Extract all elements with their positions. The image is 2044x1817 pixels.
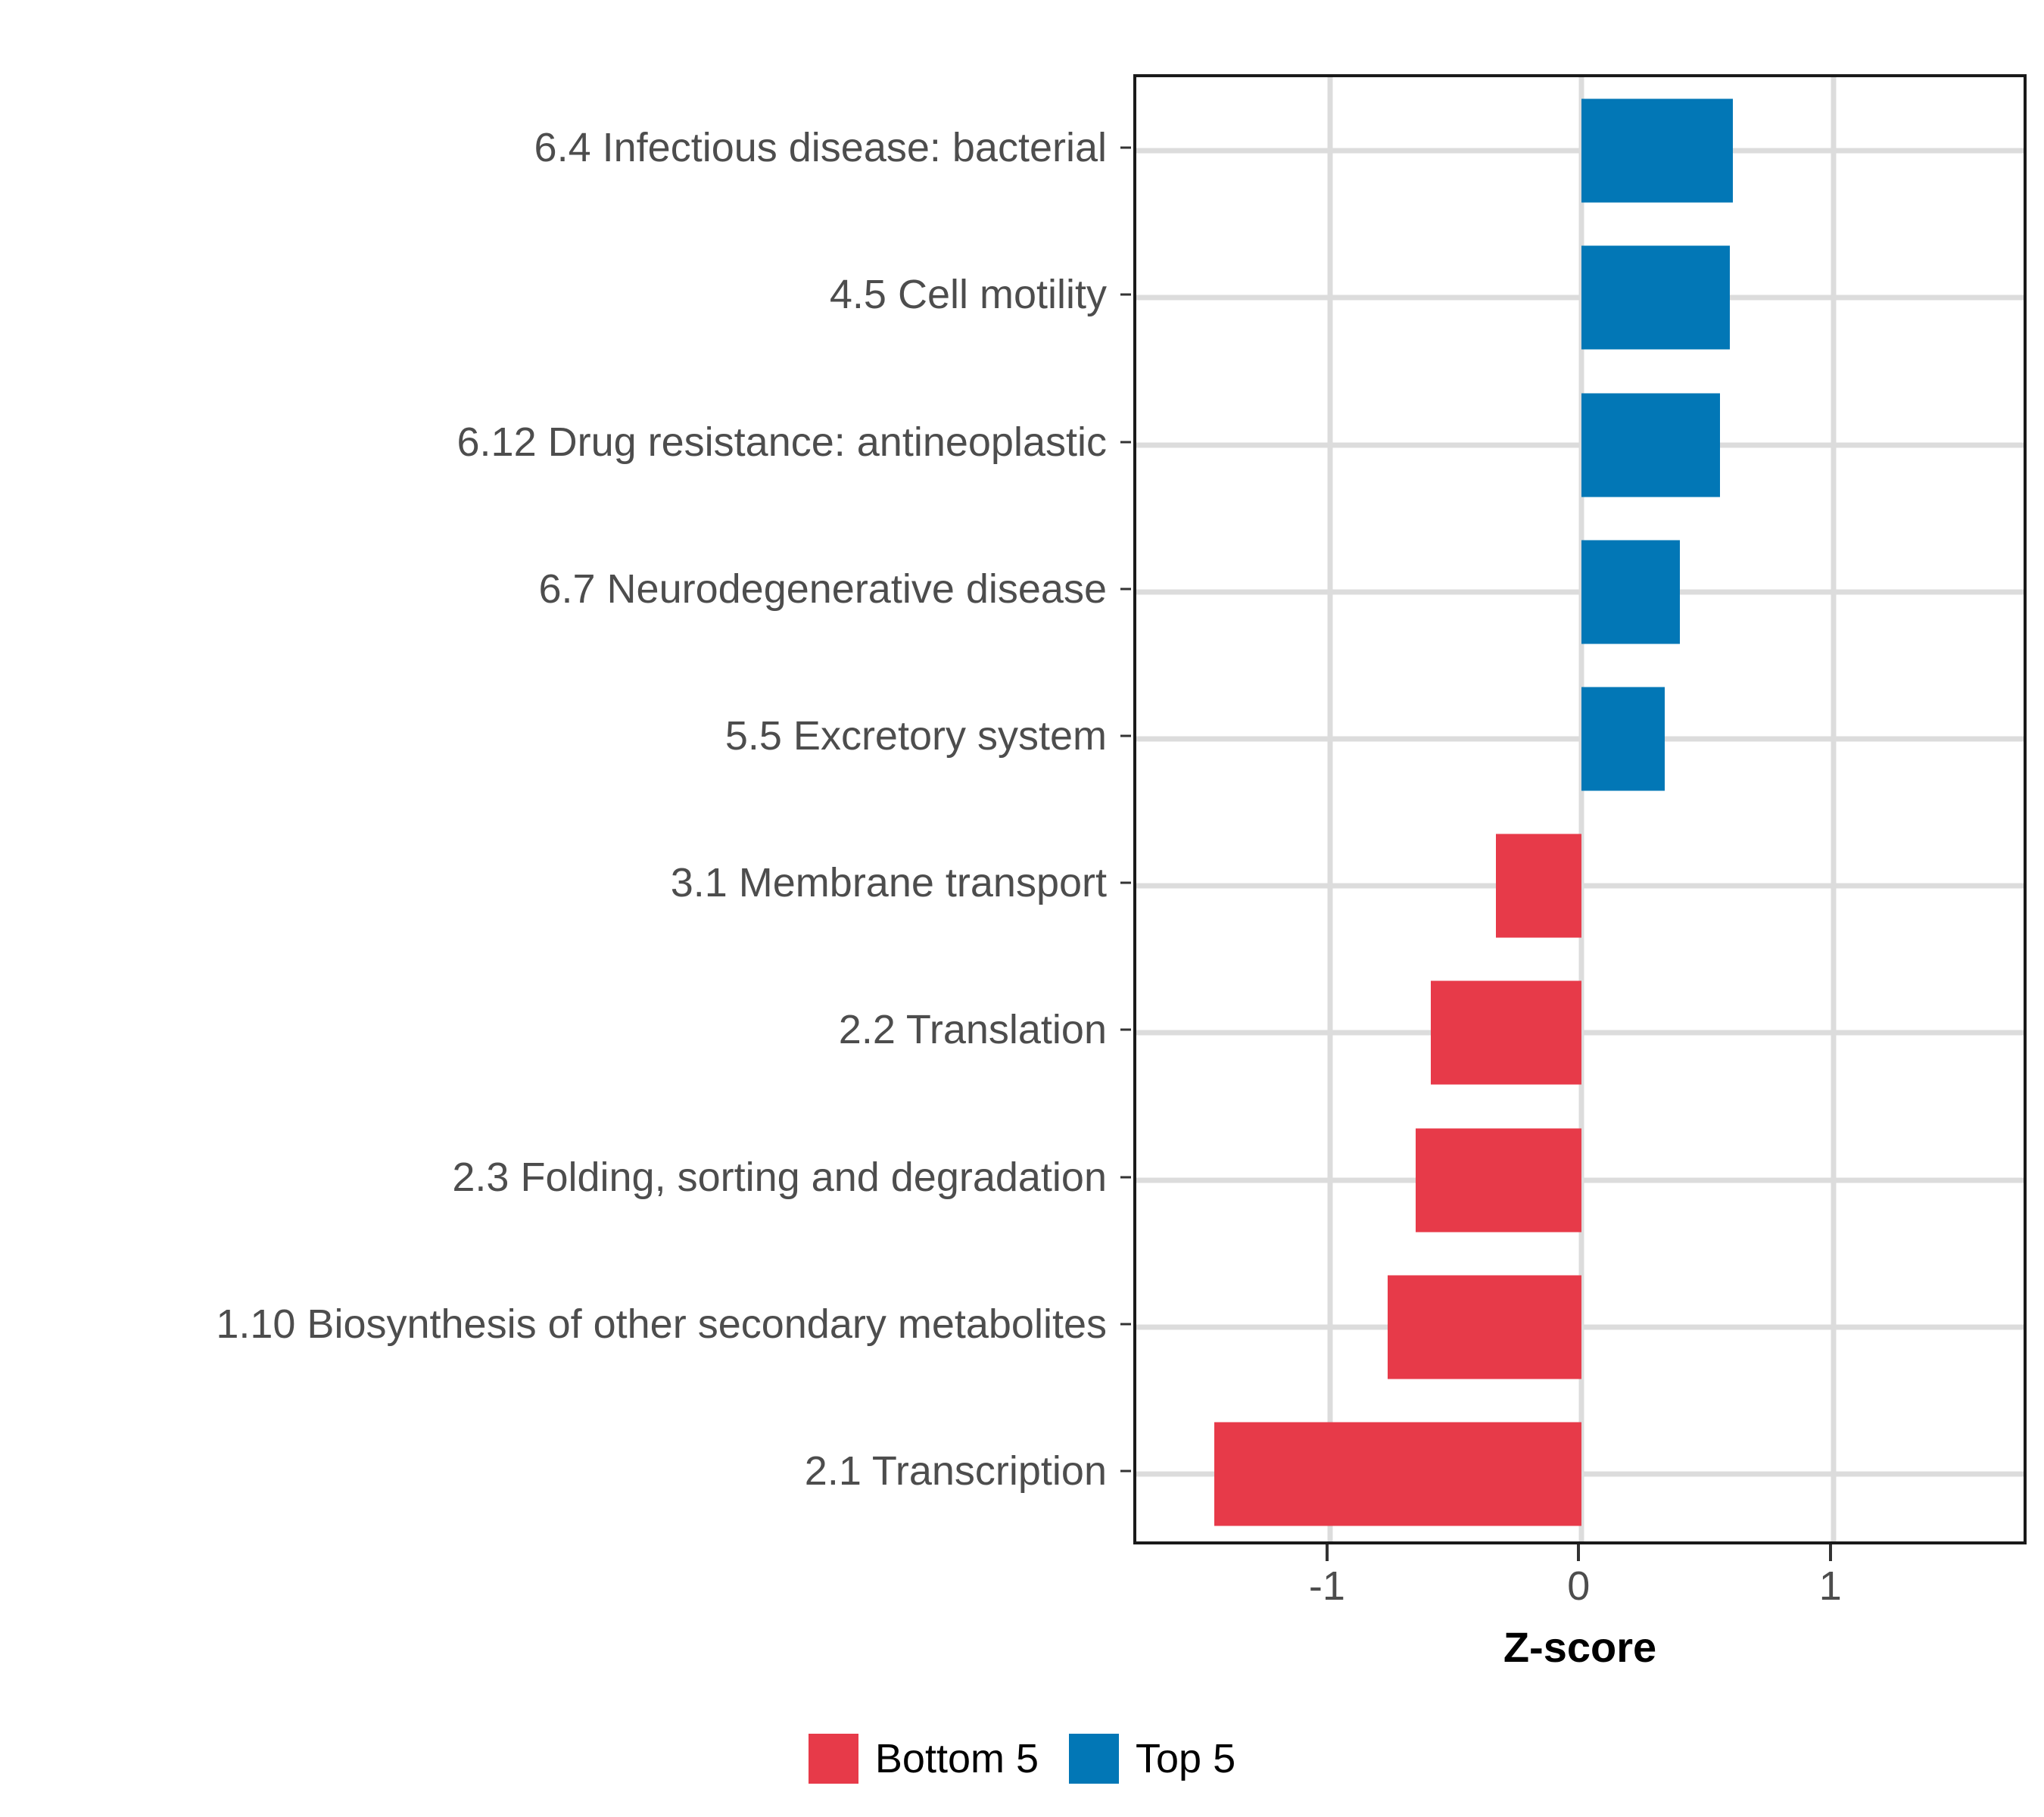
y-axis-tick-mark	[1120, 1028, 1131, 1031]
y-axis-tick-label: 1.10 Biosynthesis of other secondary met…	[216, 1301, 1107, 1347]
x-axis: -1 0 1	[1133, 1544, 2027, 1613]
y-axis-tick-mark	[1120, 587, 1131, 591]
legend-item[interactable]: Top 5	[1069, 1734, 1235, 1784]
y-axis-tick-label: 5.5 Excretory system	[724, 712, 1107, 759]
y-axis-tick-label: 6.7 Neurodegenerative disease	[538, 566, 1107, 612]
bar	[1581, 687, 1665, 791]
y-axis-tick-mark	[1120, 734, 1131, 737]
x-axis-tick-label: 1	[1818, 1563, 1842, 1609]
y-axis-tick-label: 2.3 Folding, sorting and degradation	[452, 1154, 1107, 1200]
y-axis-tick-label: 3.1 Membrane transport	[670, 860, 1107, 906]
chart-legend: Bottom 5 Top 5	[0, 1734, 2044, 1784]
gridline-vertical	[1831, 77, 1837, 1541]
y-axis-tick-mark	[1120, 441, 1131, 443]
y-axis-tick-mark	[1120, 293, 1131, 296]
x-axis-tick-label: 0	[1567, 1563, 1591, 1609]
plot-panel	[1133, 74, 2027, 1544]
bar	[1430, 980, 1582, 1085]
y-axis-tick-mark	[1120, 146, 1131, 149]
bar	[1581, 98, 1733, 203]
y-axis-tick-label: 2.1 Transcription	[804, 1448, 1107, 1494]
y-axis-tick-mark	[1120, 1323, 1131, 1326]
gridline-vertical	[1327, 77, 1333, 1541]
gridline-vertical	[1578, 77, 1584, 1541]
x-axis-tick-mark	[1828, 1544, 1832, 1561]
y-axis-tick-mark	[1120, 881, 1131, 884]
y-axis-tick-label: 2.2 Translation	[838, 1007, 1107, 1053]
y-axis-tick-mark	[1120, 1469, 1131, 1473]
bar	[1581, 540, 1680, 644]
legend-label: Bottom 5	[874, 1736, 1039, 1781]
bar	[1415, 1128, 1582, 1232]
legend-label: Top 5	[1136, 1736, 1236, 1781]
legend-item[interactable]: Bottom 5	[808, 1734, 1039, 1784]
bar	[1581, 245, 1731, 350]
y-axis-tick-label: 6.4 Infectious disease: bacterial	[534, 125, 1107, 171]
bar	[1496, 834, 1582, 938]
x-axis-title: Z-score	[1503, 1623, 1657, 1671]
y-axis-tick-label: 4.5 Cell motility	[829, 272, 1107, 318]
y-axis-labels: 6.4 Infectious disease: bacterial 4.5 Cel…	[0, 74, 1131, 1544]
bar	[1581, 393, 1721, 497]
bar	[1214, 1422, 1582, 1526]
bar	[1388, 1275, 1582, 1379]
y-axis-tick-label: 6.12 Drug resistance: antineoplastic	[456, 419, 1108, 465]
x-axis-tick-mark	[1325, 1544, 1329, 1561]
x-axis-tick-label: -1	[1308, 1563, 1345, 1609]
legend-swatch-icon	[1069, 1734, 1119, 1784]
y-axis-tick-mark	[1120, 1176, 1131, 1178]
x-axis-tick-mark	[1577, 1544, 1581, 1561]
legend-swatch-icon	[808, 1734, 858, 1784]
